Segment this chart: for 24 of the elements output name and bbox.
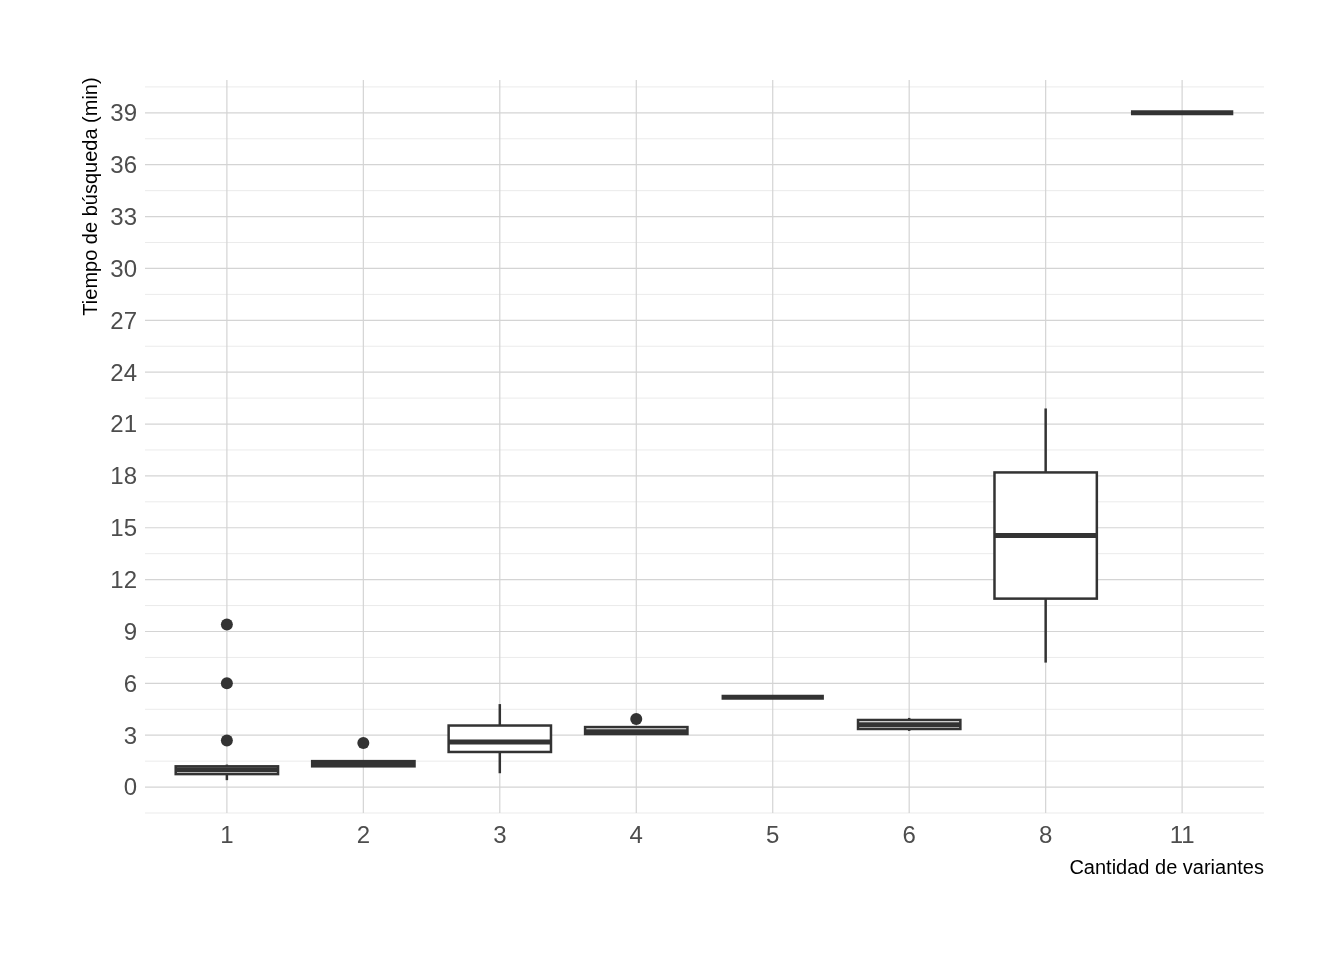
x-tick-label: 2 bbox=[356, 821, 371, 848]
y-tick-label: 33 bbox=[110, 202, 137, 230]
x-tick-label: 4 bbox=[629, 821, 643, 848]
y-tick-label: 0 bbox=[123, 773, 137, 801]
y-tick-label: 36 bbox=[110, 151, 137, 179]
x-tick-label: 8 bbox=[1038, 821, 1053, 848]
y-tick-label: 27 bbox=[110, 306, 137, 334]
y-axis-title: Tiempo de búsqueda (min) bbox=[79, 77, 101, 316]
x-axis-title: Cantidad de variantes bbox=[1069, 856, 1264, 878]
y-tick-label: 6 bbox=[123, 669, 137, 697]
x-tick-label: 1 bbox=[220, 821, 234, 848]
y-tick-label: 24 bbox=[110, 358, 137, 386]
y-tick-label: 39 bbox=[110, 99, 137, 127]
y-tick-label: 30 bbox=[110, 254, 137, 282]
y-tick-label: 3 bbox=[123, 721, 137, 749]
y-tick-label: 15 bbox=[110, 514, 137, 542]
x-tick-label: 3 bbox=[493, 821, 507, 848]
x-tick-label: 11 bbox=[1169, 821, 1195, 848]
x-tick-label: 6 bbox=[902, 821, 916, 848]
y-tick-label: 9 bbox=[123, 617, 137, 645]
y-tick-label: 21 bbox=[110, 410, 137, 438]
x-tick-label: 5 bbox=[766, 821, 780, 848]
y-tick-label: 12 bbox=[110, 566, 137, 594]
y-tick-label: 18 bbox=[110, 462, 137, 490]
